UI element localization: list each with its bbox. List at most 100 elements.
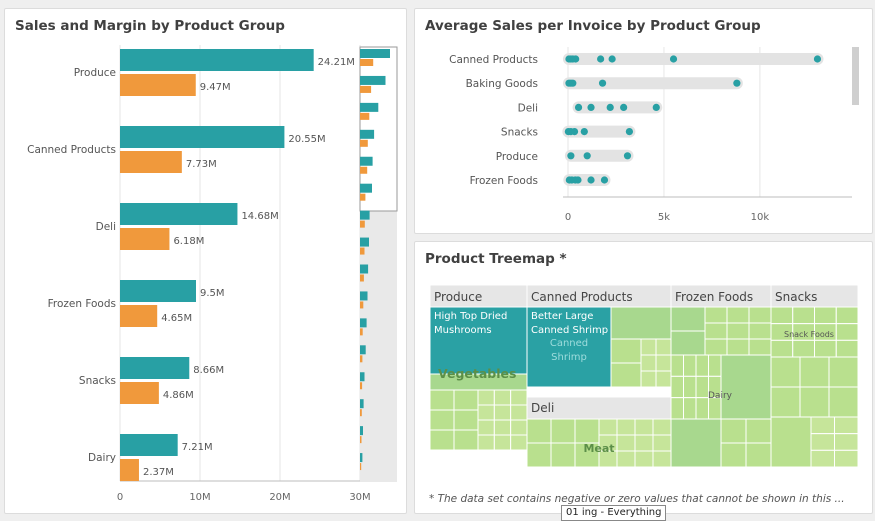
category-label: Produce — [496, 151, 538, 163]
x-tick-label: 10M — [189, 492, 210, 503]
minimap-margin-bar — [360, 409, 362, 417]
category-label: Frozen Foods — [48, 298, 116, 310]
treemap-tile — [574, 418, 600, 444]
margin-data-label: 4.86M — [163, 390, 194, 401]
treemap-tile — [477, 434, 495, 451]
product-treemap[interactable]: Produce Canned Products Frozen Foods Snacks… — [415, 242, 873, 514]
treemap-tile — [748, 338, 772, 356]
treemap-tile — [683, 354, 697, 377]
sales-margin-chart[interactable]: 0 10M 20M 30M 24.21M 9.47M Produce 20.55M 7.73M C… — [5, 9, 407, 514]
treemap-tile — [652, 418, 672, 436]
treemap-tile — [634, 434, 654, 452]
margin-data-label: 9.47M — [200, 82, 231, 93]
treemap-tile — [745, 418, 772, 444]
treemap-tile — [708, 354, 722, 377]
treemap-tile-label: Canned — [550, 338, 588, 349]
data-point — [625, 128, 634, 136]
treemap-tile — [652, 450, 672, 468]
minimap-margin-bar — [360, 382, 363, 390]
treemap-tile — [640, 354, 657, 372]
sales-data-label: 8.66M — [193, 365, 224, 376]
range-track — [562, 125, 636, 138]
minimap-sales-bar — [360, 237, 369, 247]
treemap-tile — [616, 418, 636, 436]
x-tick-label: 0 — [565, 212, 571, 223]
minimap-sales-bar — [360, 183, 372, 193]
treemap-tile — [704, 306, 728, 324]
margin-data-label: 6.18M — [173, 236, 204, 247]
treemap-tile — [574, 442, 600, 468]
minimap-margin-bar — [360, 139, 368, 147]
treemap-tile — [799, 356, 830, 388]
minimap-sales-bar — [360, 426, 363, 436]
panel-title: Product Treemap * — [425, 251, 567, 267]
treemap-tile — [493, 419, 512, 436]
treemap-tile — [493, 434, 512, 451]
selection-tooltip: 01 ing - Everything — [561, 505, 667, 521]
treemap-tile — [748, 306, 772, 324]
treemap-tile-label: Shrimp — [551, 352, 587, 363]
minimap-sales-bar — [360, 453, 363, 463]
treemap-tile — [770, 339, 794, 358]
data-point — [733, 79, 741, 87]
treemap-group-label: Canned Products — [531, 290, 633, 304]
treemap-tile — [453, 429, 479, 451]
margin-bar — [120, 305, 158, 327]
data-point — [620, 103, 628, 111]
treemap-tile — [429, 429, 455, 451]
treemap-tile — [610, 338, 642, 364]
range-track — [564, 149, 634, 162]
data-point — [567, 152, 575, 160]
data-point — [813, 55, 822, 63]
treemap-tile — [810, 416, 835, 435]
range-track — [562, 53, 824, 65]
treemap-tile — [835, 323, 859, 341]
panel-title: Sales and Margin by Product Group — [15, 18, 285, 34]
treemap-tile — [510, 404, 528, 421]
treemap-group-label: Frozen Foods — [675, 290, 753, 304]
data-point — [583, 152, 591, 160]
treemap-panel: Product Treemap * Produce Canned Products… — [414, 241, 873, 514]
treemap-tile — [695, 397, 709, 420]
margin-data-label: 7.73M — [186, 159, 217, 170]
data-point — [569, 79, 577, 87]
treemap-tile-label: Snack Foods — [784, 330, 834, 339]
minimap-viewport — [359, 46, 398, 212]
treemap-tile — [429, 389, 455, 411]
treemap-tile — [610, 306, 672, 340]
treemap-tile — [610, 362, 642, 388]
treemap-tile — [683, 397, 697, 420]
treemap-tile-label: Dairy — [708, 391, 733, 401]
sales-data-label: 24.21M — [318, 57, 355, 68]
treemap-tile — [792, 339, 815, 358]
treemap-tile — [834, 449, 859, 468]
data-point — [598, 79, 607, 87]
treemap-tile — [792, 306, 815, 325]
treemap-group-label: Deli — [531, 401, 554, 415]
minimap-sales-bar — [360, 345, 366, 355]
treemap-tile — [616, 434, 636, 452]
sales-data-label: 20.55M — [288, 134, 325, 145]
minimap-sales-bar — [360, 264, 369, 274]
treemap-tile — [670, 330, 706, 356]
treemap-tile — [640, 338, 657, 356]
data-point — [574, 103, 583, 111]
margin-bar — [120, 382, 159, 404]
minimap-sales-bar — [360, 372, 365, 382]
minimap-margin-bar — [360, 166, 368, 174]
treemap-tile — [810, 449, 835, 468]
avg-sales-chart[interactable]: 0 5k 10k Canned Products Baking Goods Deli Sna… — [415, 9, 873, 234]
category-label: Snacks — [501, 127, 538, 139]
sales-bar — [120, 203, 238, 225]
treemap-tile — [810, 433, 835, 451]
category-label: Produce — [74, 67, 116, 79]
treemap-tile — [720, 442, 747, 468]
treemap-tile — [655, 338, 672, 356]
sales-bar — [120, 49, 314, 71]
data-point — [570, 128, 579, 136]
treemap-tile — [670, 397, 684, 420]
treemap-tile — [550, 442, 576, 468]
minimap-sales-bar — [360, 318, 367, 328]
panel-title: Average Sales per Invoice by Product Gro… — [425, 18, 761, 34]
avg-sales-panel: Average Sales per Invoice by Product Gro… — [414, 8, 873, 234]
